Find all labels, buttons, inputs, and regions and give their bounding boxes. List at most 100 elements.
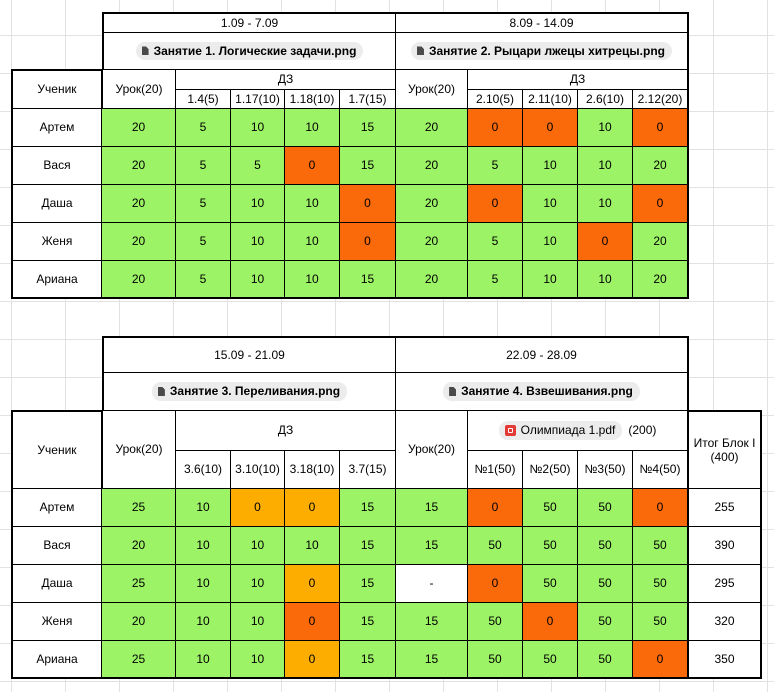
total-cell[interactable]: 295 [689,565,762,603]
grade-cell[interactable]: 20 [102,603,176,641]
grade-cell[interactable]: 10 [231,109,285,147]
grade-cell[interactable]: 15 [396,641,468,679]
grade-cell[interactable]: 10 [285,109,340,147]
grade-cell[interactable]: 0 [231,489,285,527]
grade-cell[interactable]: 25 [102,641,176,679]
grade-cell[interactable]: 20 [633,261,689,299]
grade-cell[interactable]: 50 [468,527,523,565]
grade-cell[interactable]: 20 [102,147,176,185]
grade-cell[interactable]: 50 [523,641,578,679]
grade-cell[interactable]: 10 [231,527,285,565]
grade-cell[interactable]: 20 [396,147,468,185]
grade-cell[interactable]: 10 [578,109,633,147]
grade-cell[interactable]: 5 [176,147,231,185]
grade-cell[interactable]: 5 [176,109,231,147]
grade-cell[interactable]: 50 [633,603,689,641]
grade-cell[interactable]: 10 [176,565,231,603]
grade-cell[interactable]: 10 [176,489,231,527]
grade-cell[interactable]: 0 [468,565,523,603]
grade-cell[interactable]: 20 [102,109,176,147]
grade-cell[interactable]: 50 [633,527,689,565]
grade-cell[interactable]: 10 [285,527,340,565]
grade-cell[interactable]: 10 [523,261,578,299]
grade-cell[interactable]: 15 [396,489,468,527]
grade-cell[interactable]: 0 [578,223,633,261]
grade-cell[interactable]: 10 [231,185,285,223]
grade-cell[interactable]: 0 [468,185,523,223]
grade-cell[interactable]: 10 [176,527,231,565]
grade-cell[interactable]: 0 [340,185,396,223]
total-cell[interactable]: 255 [689,489,762,527]
grade-cell[interactable]: 15 [396,527,468,565]
grade-cell[interactable]: 20 [102,261,176,299]
grade-cell[interactable]: 50 [468,641,523,679]
grade-cell[interactable]: 20 [102,185,176,223]
grade-cell[interactable]: 15 [340,565,396,603]
grade-cell[interactable]: 0 [285,147,340,185]
grade-cell[interactable]: 20 [633,223,689,261]
grade-cell[interactable]: 20 [396,223,468,261]
lesson-4-file-chip[interactable]: Занятие 4. Взвешивания.png [443,382,640,401]
grade-cell[interactable]: 15 [396,603,468,641]
grade-cell[interactable]: 0 [468,489,523,527]
grade-cell[interactable]: 50 [578,603,633,641]
grade-cell[interactable]: 10 [523,147,578,185]
grade-cell[interactable]: - [396,565,468,603]
grade-cell[interactable]: 20 [633,147,689,185]
grade-cell[interactable]: 10 [578,261,633,299]
grade-cell[interactable]: 10 [231,223,285,261]
grade-cell[interactable]: 10 [578,185,633,223]
grade-cell[interactable]: 0 [285,489,340,527]
grade-cell[interactable]: 20 [396,185,468,223]
total-cell[interactable]: 320 [689,603,762,641]
grade-cell[interactable]: 0 [285,603,340,641]
grade-cell[interactable]: 20 [102,223,176,261]
lesson-1-file-chip[interactable]: Занятие 1. Логические задачи.png [135,41,364,61]
grade-cell[interactable]: 25 [102,489,176,527]
grade-cell[interactable]: 10 [231,641,285,679]
grade-cell[interactable]: 50 [523,489,578,527]
grade-cell[interactable]: 0 [285,565,340,603]
grade-cell[interactable]: 0 [468,109,523,147]
grade-cell[interactable]: 50 [523,527,578,565]
grade-cell[interactable]: 50 [578,489,633,527]
grade-cell[interactable]: 15 [340,261,396,299]
grade-cell[interactable]: 0 [633,641,689,679]
grade-cell[interactable]: 5 [176,261,231,299]
grade-cell[interactable]: 50 [578,527,633,565]
grade-cell[interactable]: 50 [578,565,633,603]
lesson-3-file-chip[interactable]: Занятие 3. Переливания.png [151,382,348,401]
grade-cell[interactable]: 50 [468,603,523,641]
grade-cell[interactable]: 20 [396,109,468,147]
grade-cell[interactable]: 20 [396,261,468,299]
grade-cell[interactable]: 0 [340,223,396,261]
grade-cell[interactable]: 10 [523,223,578,261]
grade-cell[interactable]: 0 [285,641,340,679]
grade-cell[interactable]: 10 [231,261,285,299]
grade-cell[interactable]: 5 [176,223,231,261]
grade-cell[interactable]: 10 [231,565,285,603]
lesson-2-file-chip[interactable]: Занятие 2. Рыцари лжецы хитрецы.png [410,41,673,61]
grade-cell[interactable]: 15 [340,109,396,147]
grade-cell[interactable]: 10 [523,185,578,223]
grade-cell[interactable]: 5 [468,261,523,299]
grade-cell[interactable]: 5 [468,147,523,185]
grade-cell[interactable]: 15 [340,641,396,679]
grade-cell[interactable]: 10 [285,185,340,223]
olympiad-file-chip[interactable]: Олимпиада 1.pdf [498,421,623,440]
grade-cell[interactable]: 10 [176,641,231,679]
grade-cell[interactable]: 0 [633,489,689,527]
grade-cell[interactable]: 15 [340,603,396,641]
grade-cell[interactable]: 25 [102,565,176,603]
grade-cell[interactable]: 5 [176,185,231,223]
grade-cell[interactable]: 15 [340,147,396,185]
grade-cell[interactable]: 50 [633,565,689,603]
grade-cell[interactable]: 5 [468,223,523,261]
grade-cell[interactable]: 0 [523,603,578,641]
grade-cell[interactable]: 15 [340,527,396,565]
grade-cell[interactable]: 50 [523,565,578,603]
grade-cell[interactable]: 5 [231,147,285,185]
grade-cell[interactable]: 50 [578,641,633,679]
grade-cell[interactable]: 10 [285,261,340,299]
grade-cell[interactable]: 10 [176,603,231,641]
